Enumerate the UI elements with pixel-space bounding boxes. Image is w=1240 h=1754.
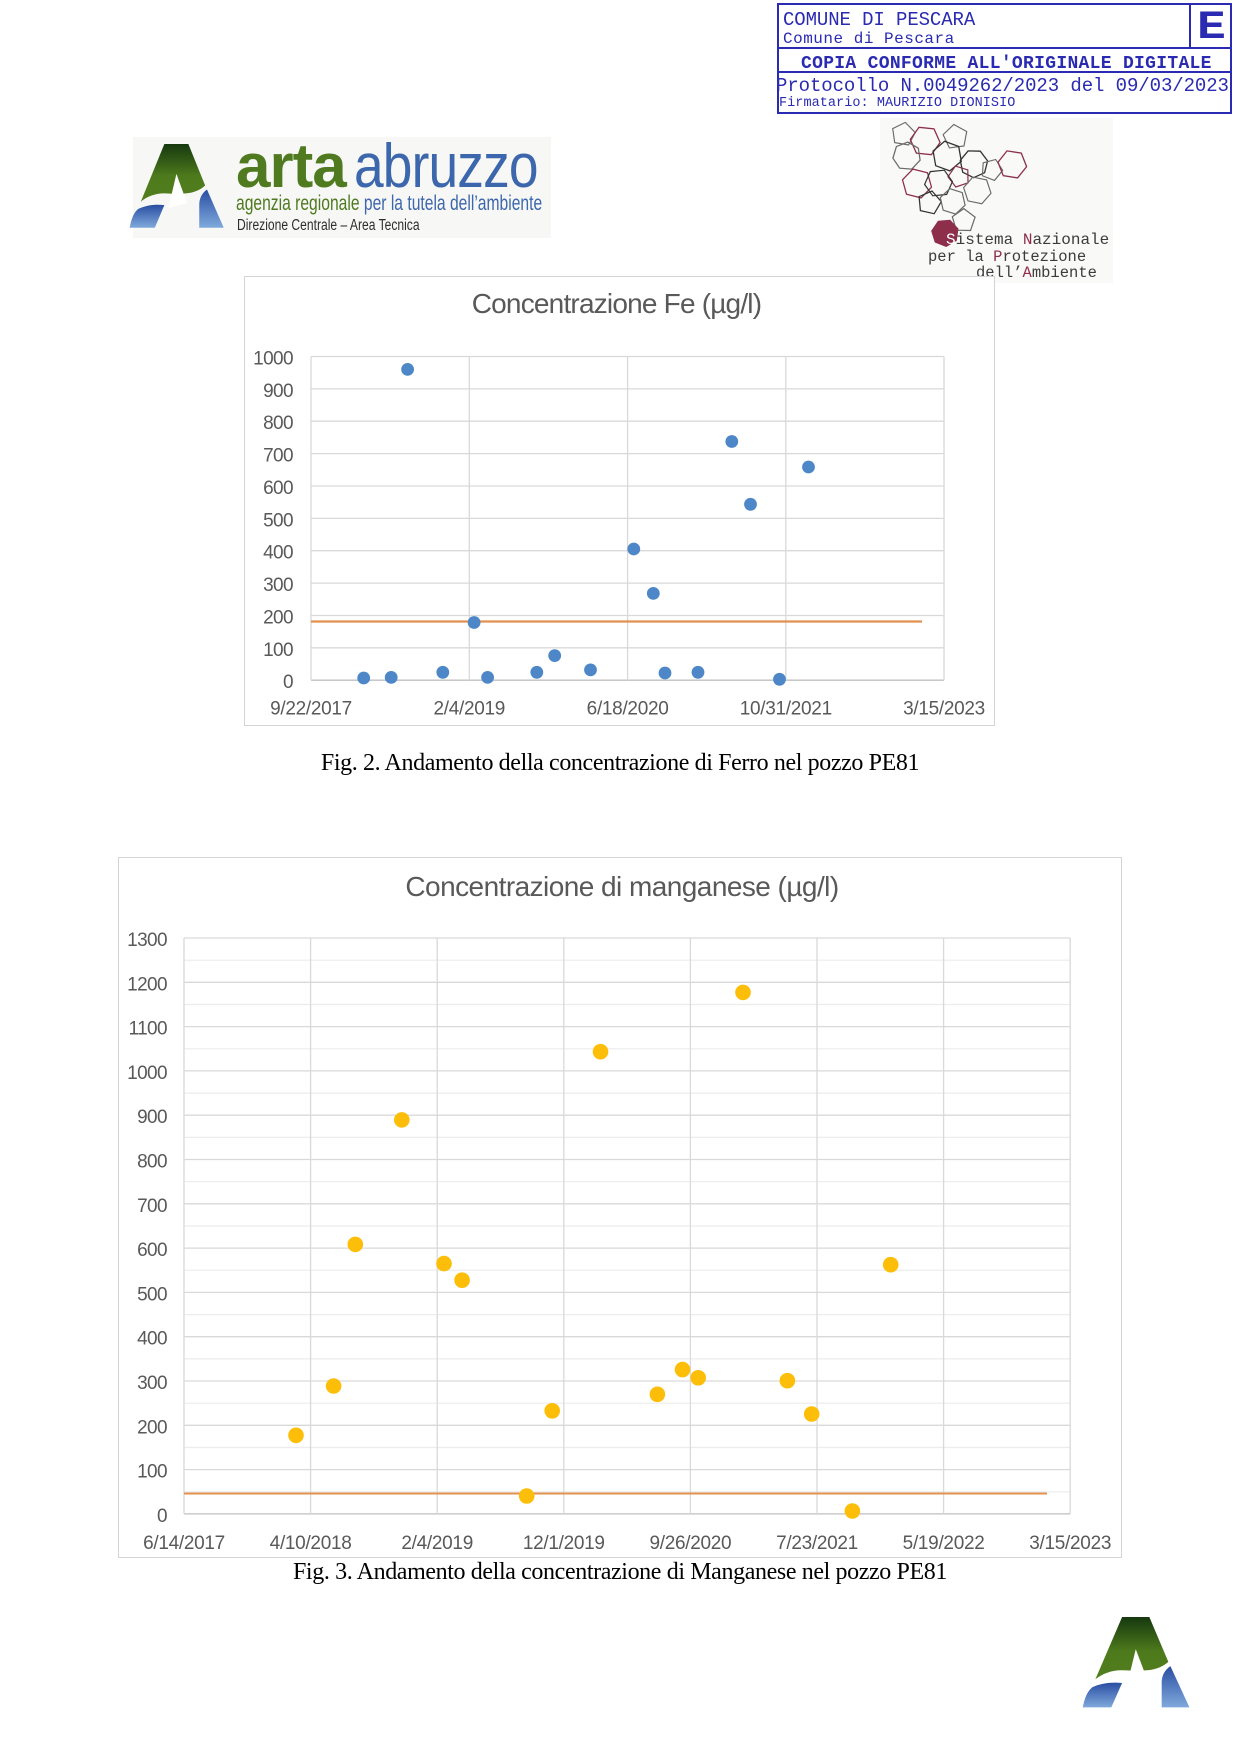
svg-text:600: 600 xyxy=(137,1240,167,1261)
svg-text:9/26/2020: 9/26/2020 xyxy=(649,1533,731,1554)
svg-text:100: 100 xyxy=(137,1462,167,1483)
svg-text:300: 300 xyxy=(137,1373,167,1394)
svg-text:1000: 1000 xyxy=(253,349,293,370)
svg-text:1200: 1200 xyxy=(127,974,167,995)
svg-text:3/15/2023: 3/15/2023 xyxy=(903,699,985,720)
svg-text:200: 200 xyxy=(263,608,293,629)
svg-text:1300: 1300 xyxy=(127,930,167,951)
svg-text:500: 500 xyxy=(263,510,293,531)
svg-text:600: 600 xyxy=(263,478,293,499)
svg-text:700: 700 xyxy=(137,1196,167,1217)
svg-text:2/4/2019: 2/4/2019 xyxy=(401,1533,473,1554)
svg-text:300: 300 xyxy=(263,575,293,596)
svg-text:2/4/2019: 2/4/2019 xyxy=(434,699,506,720)
svg-text:1000: 1000 xyxy=(127,1063,167,1084)
svg-text:700: 700 xyxy=(263,446,293,467)
svg-text:7/23/2021: 7/23/2021 xyxy=(776,1533,858,1554)
svg-text:900: 900 xyxy=(137,1107,167,1128)
svg-text:400: 400 xyxy=(137,1329,167,1350)
svg-text:0: 0 xyxy=(283,672,293,693)
svg-text:9/22/2017: 9/22/2017 xyxy=(270,699,352,720)
svg-text:900: 900 xyxy=(263,381,293,402)
svg-text:800: 800 xyxy=(137,1152,167,1173)
svg-text:6/14/2017: 6/14/2017 xyxy=(143,1533,225,1554)
svg-text:0: 0 xyxy=(157,1506,167,1527)
svg-text:1100: 1100 xyxy=(129,1019,167,1040)
svg-text:12/1/2019: 12/1/2019 xyxy=(523,1533,605,1554)
svg-text:200: 200 xyxy=(137,1417,167,1438)
svg-text:800: 800 xyxy=(263,413,293,434)
svg-text:6/18/2020: 6/18/2020 xyxy=(587,699,669,720)
svg-text:10/31/2021: 10/31/2021 xyxy=(740,699,832,720)
svg-text:3/15/2023: 3/15/2023 xyxy=(1029,1533,1111,1554)
svg-text:400: 400 xyxy=(263,543,293,564)
svg-text:5/19/2022: 5/19/2022 xyxy=(903,1533,985,1554)
svg-text:500: 500 xyxy=(137,1284,167,1305)
svg-text:4/10/2018: 4/10/2018 xyxy=(270,1533,352,1554)
svg-text:100: 100 xyxy=(263,640,293,661)
